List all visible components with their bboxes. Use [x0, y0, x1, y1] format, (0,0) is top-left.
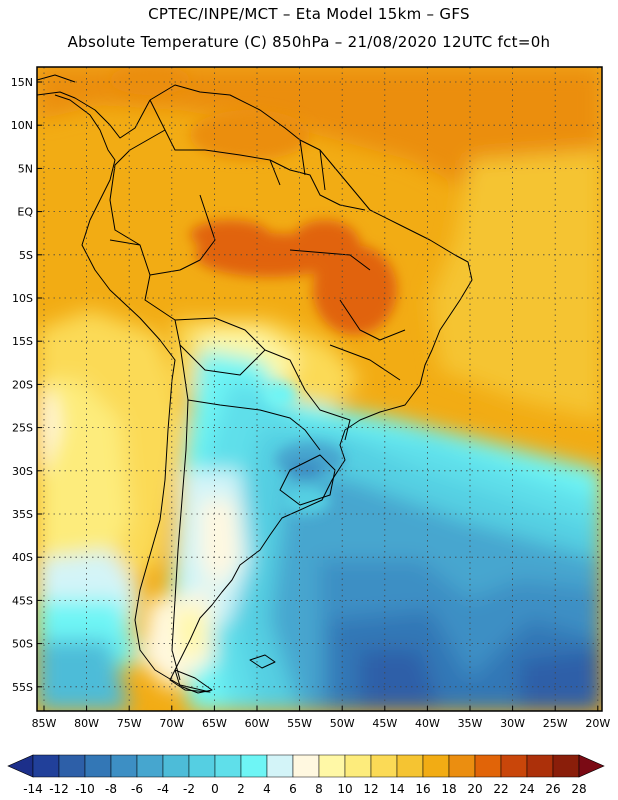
temperature-field: [37, 67, 602, 711]
lat-label: 50S: [12, 638, 33, 651]
colorbar-swatch: [474, 754, 502, 778]
border-uruguay: [279, 454, 336, 506]
lon-label: 75W: [117, 717, 142, 730]
colorbar-swatch: [500, 754, 528, 778]
latitude-labels: 15N 10N 5N EQ 5S 10S 15S 20S 25S 30S 35S 40S 45S 50S 5…: [11, 76, 42, 694]
colorbar-swatch: [188, 754, 216, 778]
lat-label: 25S: [12, 422, 33, 435]
colorbar-label: 18: [441, 782, 456, 796]
lat-label: 5N: [18, 162, 33, 175]
colorbar-swatch: [396, 754, 424, 778]
colorbar-label: -10: [75, 782, 95, 796]
colorbar-swatch: [448, 754, 476, 778]
colorbar-swatch: [422, 754, 450, 778]
lat-label: 10S: [12, 292, 33, 305]
colorbar-label: 6: [289, 782, 297, 796]
colorbar-swatch: [32, 754, 60, 778]
border-guianas: [269, 139, 326, 191]
colorbar-swatch: [526, 754, 554, 778]
lon-label: 30W: [500, 717, 525, 730]
colorbar-label: 2: [237, 782, 245, 796]
colorbar-label: 20: [467, 782, 482, 796]
colorbar-label: -14: [23, 782, 43, 796]
lon-label: 25W: [543, 717, 568, 730]
lat-label: EQ: [17, 206, 33, 219]
border-chile-argentina: [171, 344, 189, 681]
border-brazil-west: [144, 194, 351, 441]
lon-label: 70W: [159, 717, 184, 730]
colorbar-swatch: [136, 754, 164, 778]
colorbar-label: 10: [337, 782, 352, 796]
lon-label: 85W: [32, 717, 57, 730]
colorbar-swatch: [318, 754, 346, 778]
lat-label: 35S: [12, 508, 33, 521]
lon-label: 80W: [74, 717, 99, 730]
colorbar-swatch: [110, 754, 138, 778]
colorbar-label: -8: [105, 782, 117, 796]
colorbar-label: 0: [211, 782, 219, 796]
map-gridlines: [37, 67, 602, 711]
lon-label: 20W: [585, 717, 610, 730]
colorbar-label: 8: [315, 782, 323, 796]
colorbar-swatch: [344, 754, 372, 778]
longitude-labels: 85W 80W 75W 70W 65W 60W 55W 50W 45W 40W 35W 30W 25W 2…: [32, 706, 610, 730]
colorbar-label: 4: [263, 782, 271, 796]
lat-label: 55S: [12, 681, 33, 694]
caribbean-coast: [37, 74, 76, 83]
colorbar-swatch: [58, 754, 86, 778]
lat-label: 40S: [12, 551, 33, 564]
border-colombia-venezuela: [109, 99, 205, 246]
lat-label: 15S: [12, 335, 33, 348]
colorbar-label: -12: [49, 782, 69, 796]
lat-label: 30S: [12, 465, 33, 478]
falklands: [249, 654, 276, 669]
colorbar-label: -2: [183, 782, 195, 796]
colorbar-label: 28: [571, 782, 586, 796]
central-america-coastline: [37, 91, 151, 139]
lon-label: 40W: [415, 717, 440, 730]
colorbar-swatch: [552, 754, 580, 778]
colorbar: -14 -12 -10 -8 -6 -4 -2 0 2 4 6 8 10 12 14 16 18 20 22 24 26…: [7, 754, 605, 796]
brazil-state-lines: [289, 249, 406, 381]
lat-label: 45S: [12, 594, 33, 607]
colorbar-swatch: [292, 754, 320, 778]
colorbar-label: 16: [415, 782, 430, 796]
colorbar-label: -4: [157, 782, 169, 796]
colorbar-label: 14: [389, 782, 404, 796]
chart-title-line-2: Absolute Temperature (C) 850hPa – 21/08/…: [67, 33, 551, 51]
colorbar-swatch: [214, 754, 242, 778]
border-argentina-north: [187, 399, 321, 451]
lon-label: 45W: [372, 717, 397, 730]
map-frame: [36, 66, 603, 712]
colorbar-swatch: [240, 754, 268, 778]
lon-label: 55W: [287, 717, 312, 730]
colorbar-label: 26: [545, 782, 560, 796]
lat-label: 5S: [19, 249, 33, 262]
lon-label: 60W: [245, 717, 270, 730]
colorbar-label: -6: [131, 782, 143, 796]
colorbar-label: 12: [363, 782, 378, 796]
lat-label: 20S: [12, 378, 33, 391]
lon-label: 35W: [458, 717, 483, 730]
lon-label: 50W: [330, 717, 355, 730]
lon-label: 65W: [202, 717, 227, 730]
tierra-del-fuego: [174, 669, 213, 694]
lat-label: 10N: [11, 119, 33, 132]
colorbar-swatch: [84, 754, 112, 778]
chart-title-line-1: CPTEC/INPE/MCT – Eta Model 15km – GFS: [148, 5, 470, 23]
south-america-coastline: [54, 84, 473, 693]
colorbar-swatch: [162, 754, 190, 778]
colorbar-label: 22: [493, 782, 508, 796]
colorbar-label: 24: [519, 782, 534, 796]
colorbar-swatch: [370, 754, 398, 778]
colorbar-low-arrow: [7, 754, 34, 778]
colorbar-high-arrow: [578, 754, 605, 778]
colorbar-swatch: [266, 754, 294, 778]
lat-label: 15N: [11, 76, 33, 89]
